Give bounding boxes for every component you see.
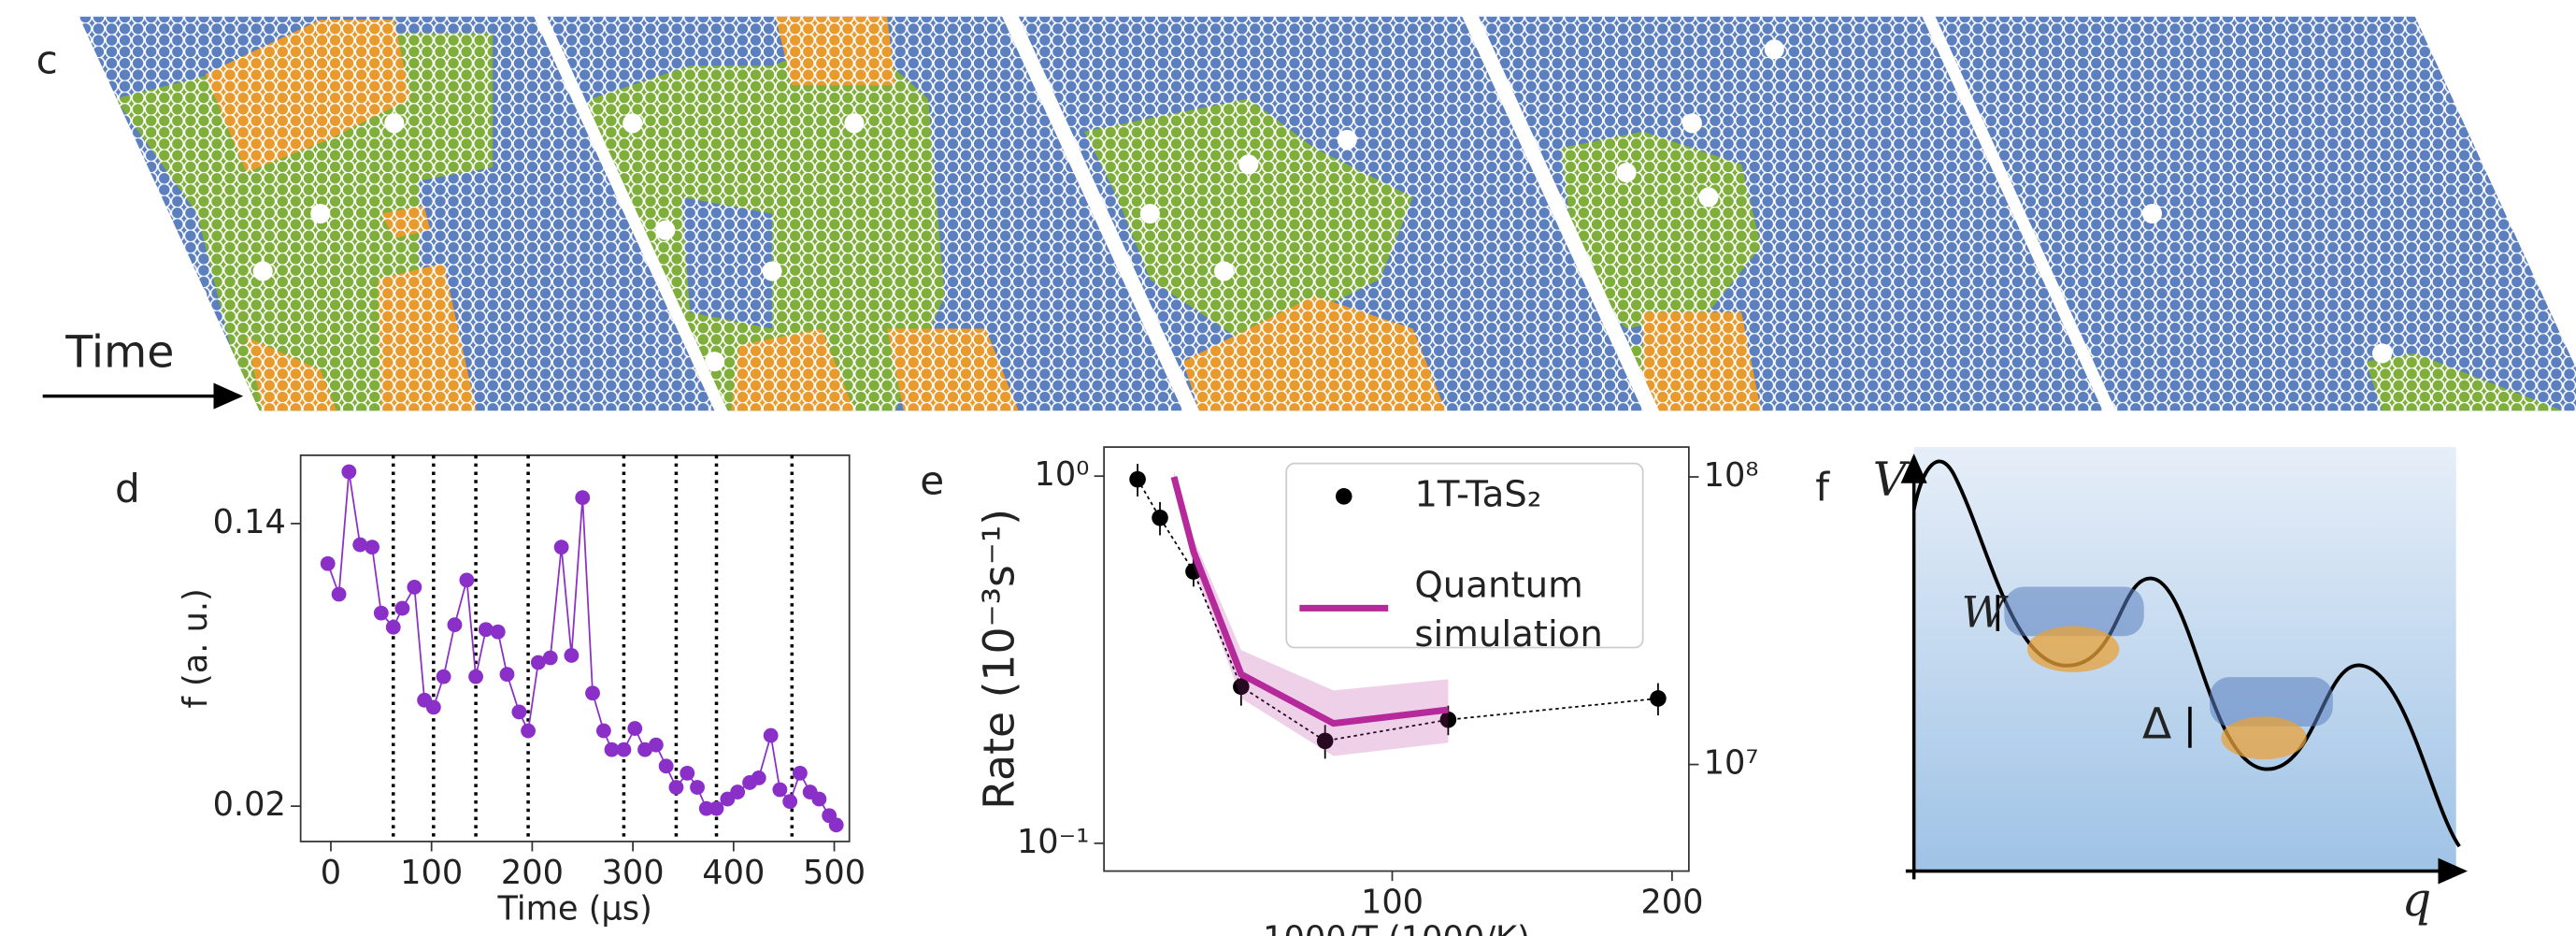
x-tick-label: 300 bbox=[602, 854, 665, 892]
data-point bbox=[793, 766, 808, 781]
y-tick-label: 10⁻¹ bbox=[1017, 823, 1089, 861]
panel-label: f bbox=[1815, 464, 1830, 510]
body: c Time f V q W Δ d 0 100 200 300 400 500 0.02 0.… bbox=[0, 0, 2576, 936]
data-point bbox=[511, 704, 526, 719]
panel-label: c bbox=[36, 36, 58, 82]
data-point bbox=[395, 601, 410, 616]
time-label: Time bbox=[64, 327, 174, 379]
data-point bbox=[751, 770, 766, 785]
panel-label: e bbox=[920, 457, 944, 503]
y-axis-label: Rate (10⁻³s⁻¹) bbox=[975, 509, 1024, 810]
panel-label: d bbox=[115, 466, 140, 511]
data-point bbox=[596, 724, 611, 739]
ground-state bbox=[2221, 716, 2306, 759]
data-point bbox=[407, 580, 422, 595]
legend-label: 1T-TaS₂ bbox=[1414, 473, 1541, 515]
data-point bbox=[554, 540, 569, 554]
data-point bbox=[627, 721, 642, 736]
data-point bbox=[829, 817, 844, 832]
page: Figure panels c–f {"panel_c": {"label": … bbox=[0, 0, 2576, 936]
potential-background bbox=[1914, 447, 2456, 871]
data-point bbox=[575, 490, 590, 505]
data-point bbox=[459, 572, 474, 587]
data-point bbox=[365, 540, 379, 554]
y2-tick-label: 10⁸ bbox=[1704, 456, 1759, 495]
data-point bbox=[374, 606, 389, 621]
data-point bbox=[782, 794, 797, 809]
data-point bbox=[448, 617, 463, 632]
ground-state bbox=[2027, 626, 2119, 672]
x-tick-label: 200 bbox=[1640, 884, 1703, 922]
plot-frame bbox=[301, 455, 850, 842]
data-point bbox=[585, 685, 600, 700]
data-point bbox=[772, 783, 787, 798]
data-point bbox=[491, 625, 506, 640]
data-point bbox=[617, 742, 632, 757]
data-point bbox=[426, 699, 441, 714]
data-point bbox=[332, 587, 347, 602]
data-point bbox=[436, 670, 451, 684]
data-point bbox=[1152, 510, 1168, 526]
x-tick-label: 100 bbox=[1361, 884, 1424, 922]
x-tick-label: 200 bbox=[501, 854, 564, 892]
data-point bbox=[521, 724, 536, 739]
y-tick-label: 0.02 bbox=[213, 785, 286, 824]
data-point bbox=[321, 556, 336, 571]
data-point bbox=[649, 738, 664, 753]
data-point bbox=[811, 792, 826, 807]
axis-label: q bbox=[2402, 872, 2432, 927]
data-point bbox=[659, 758, 674, 773]
x-tick-label: 0 bbox=[321, 854, 341, 892]
data-point bbox=[690, 780, 705, 795]
data-point bbox=[543, 651, 558, 666]
data-point bbox=[564, 648, 579, 663]
y-tick-label: 0.14 bbox=[213, 503, 286, 541]
barrier-label: Δ bbox=[2142, 698, 2171, 748]
axis-label: V bbox=[1873, 452, 1911, 506]
x-axis-label: 1000/T (1000/K) bbox=[1263, 919, 1530, 936]
data-point bbox=[680, 766, 694, 781]
data-point bbox=[1129, 471, 1146, 488]
x-tick-label: 500 bbox=[803, 854, 866, 892]
x-axis-label: Time (μs) bbox=[497, 890, 652, 929]
data-point bbox=[468, 670, 483, 684]
x-tick-label: 100 bbox=[400, 854, 463, 892]
data-point bbox=[669, 780, 684, 795]
y2-tick-label: 10⁷ bbox=[1704, 744, 1759, 783]
figure: c Time f V q W Δ d 0 100 200 300 400 500 0.02 0.… bbox=[0, 0, 2576, 936]
barrier-label: W bbox=[1962, 588, 2010, 638]
data-point bbox=[500, 667, 515, 682]
legend-marker bbox=[1336, 488, 1352, 505]
y-tick-label: 10⁰ bbox=[1035, 455, 1090, 494]
x-tick-label: 400 bbox=[702, 854, 765, 892]
data-point bbox=[764, 728, 779, 743]
y-axis-label: f (a. u.) bbox=[177, 588, 215, 708]
data-point bbox=[341, 465, 356, 480]
data-point bbox=[730, 785, 745, 799]
data-point bbox=[1650, 690, 1667, 707]
data-point bbox=[386, 620, 401, 635]
